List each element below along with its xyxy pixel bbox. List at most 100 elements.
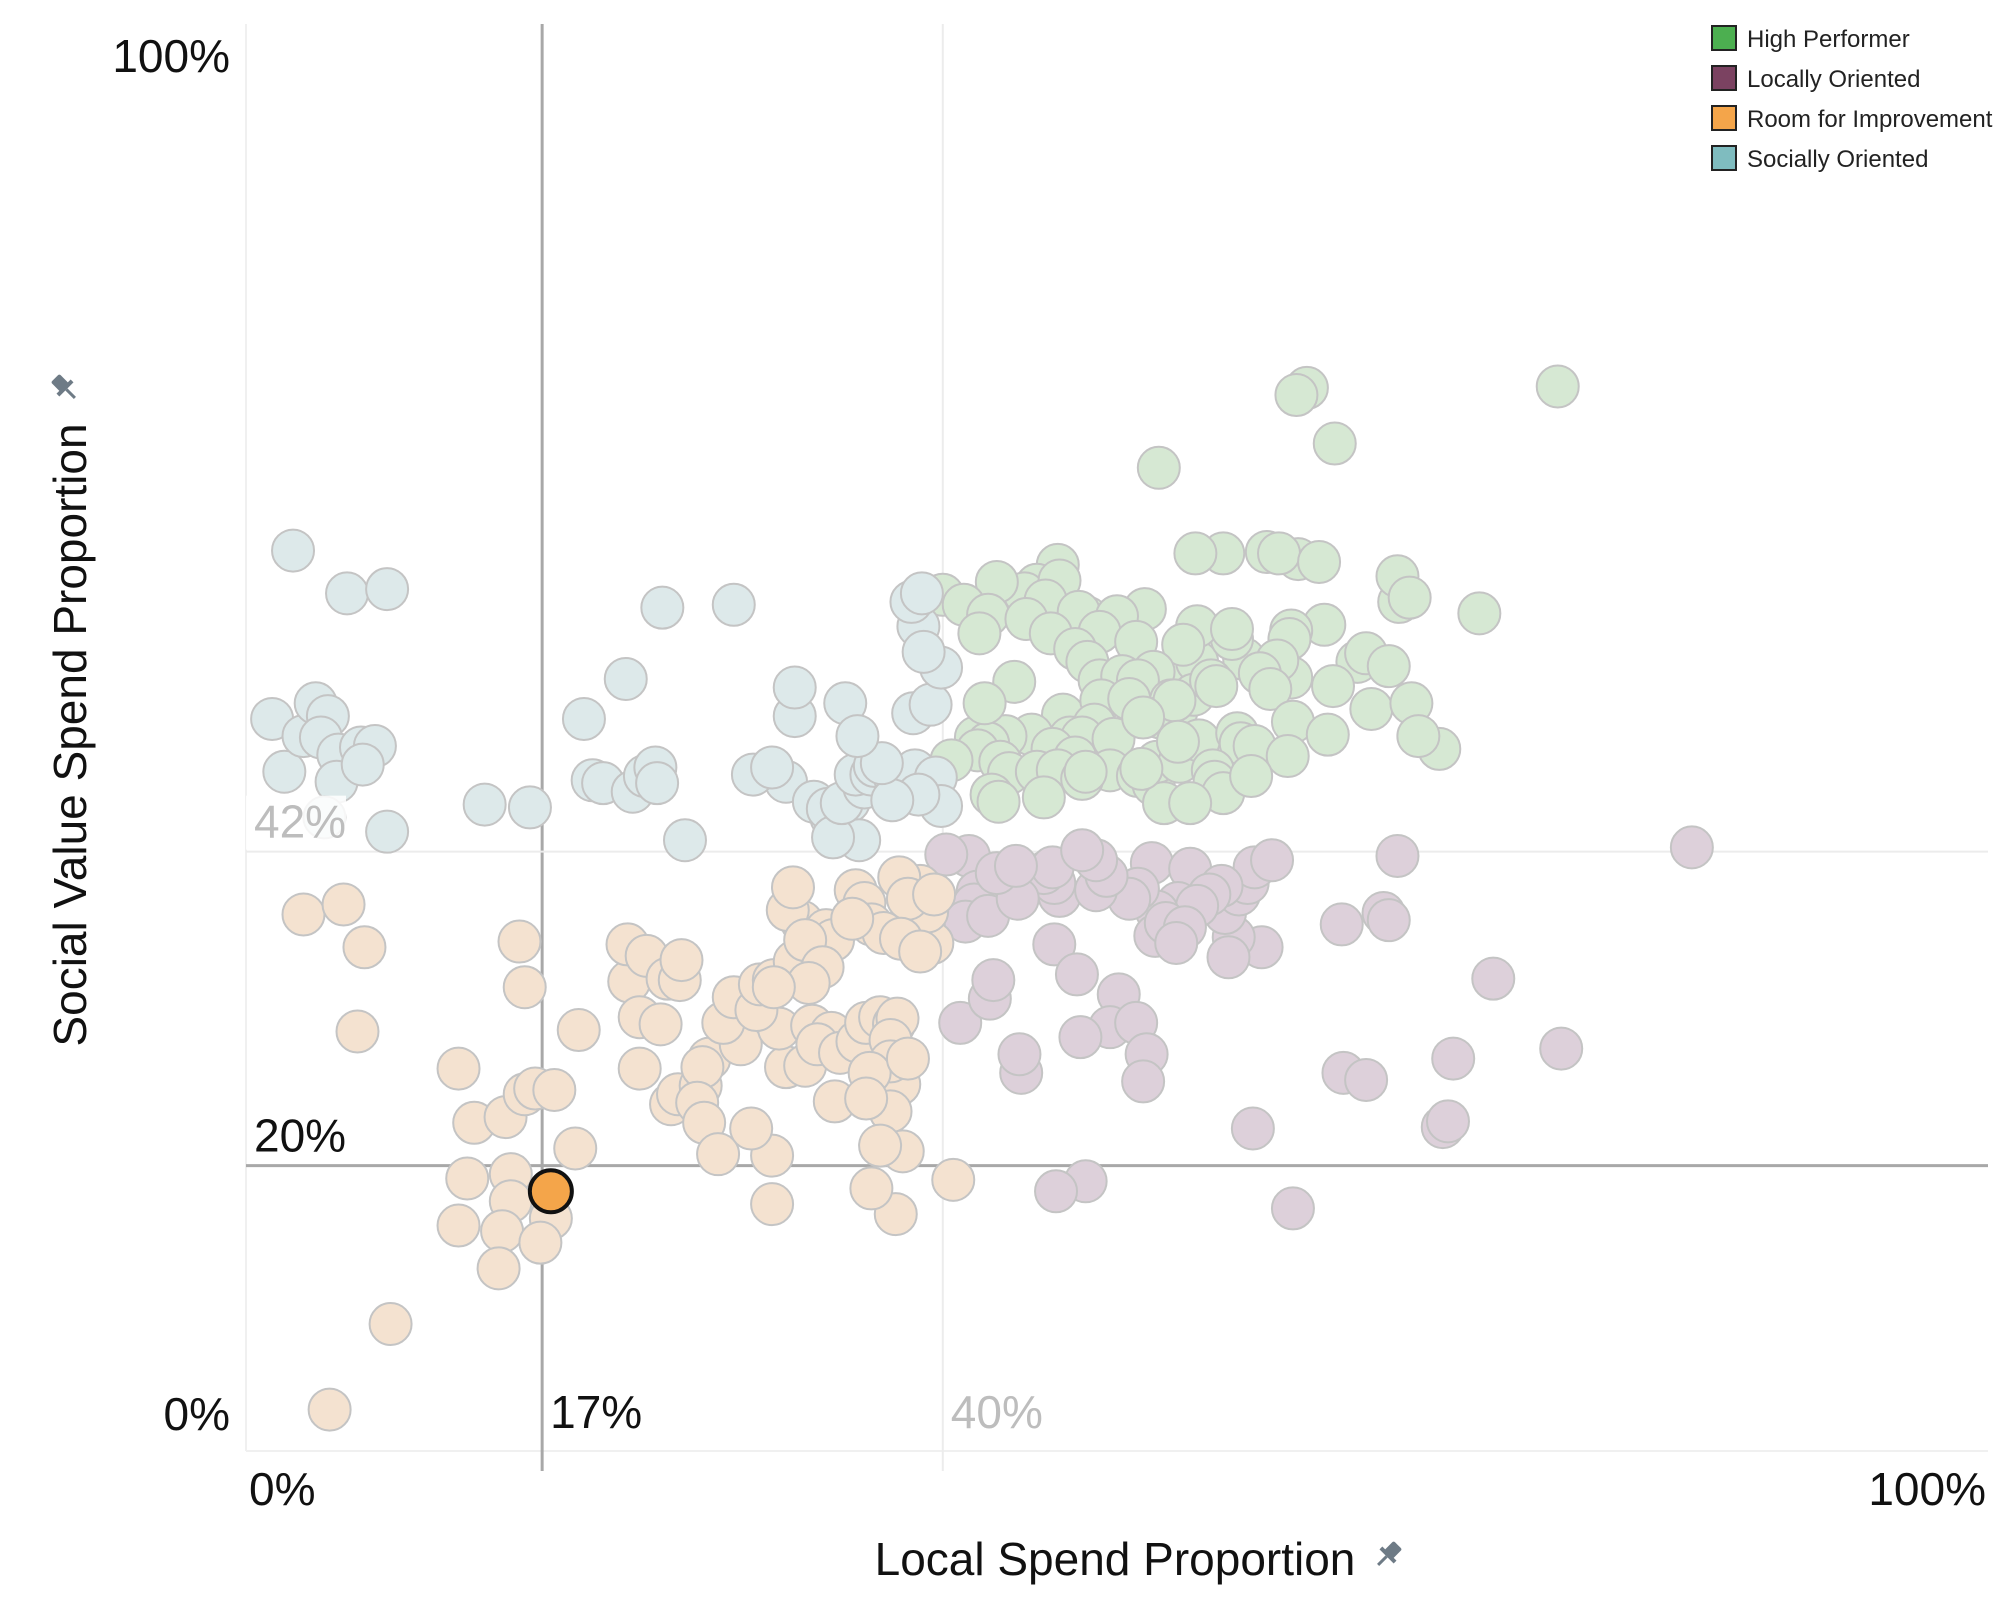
point-locally-oriented[interactable]: [1121, 1059, 1166, 1104]
point-room-for-improvement[interactable]: [476, 1246, 521, 1291]
point-high-performer[interactable]: [992, 659, 1037, 704]
point-room-for-improvement[interactable]: [518, 1220, 563, 1265]
point-room-for-improvement[interactable]: [931, 1157, 976, 1202]
point-high-performer[interactable]: [1229, 754, 1274, 799]
point-room-for-improvement[interactable]: [659, 938, 704, 983]
point-room-for-improvement[interactable]: [281, 892, 326, 937]
point-room-for-improvement[interactable]: [480, 1209, 525, 1254]
point-locally-oriented[interactable]: [1154, 920, 1199, 965]
point-room-for-improvement[interactable]: [858, 1123, 903, 1168]
point-locally-oriented[interactable]: [1344, 1057, 1389, 1102]
point-room-for-improvement[interactable]: [770, 865, 815, 910]
point-locally-oriented[interactable]: [1366, 898, 1411, 943]
point-locally-oriented[interactable]: [1032, 922, 1077, 967]
point-high-performer[interactable]: [1274, 373, 1319, 418]
point-locally-oriented[interactable]: [993, 843, 1038, 888]
point-room-for-improvement[interactable]: [912, 872, 957, 917]
point-room-for-improvement[interactable]: [898, 929, 943, 974]
point-room-for-improvement[interactable]: [335, 1009, 380, 1054]
point-high-performer[interactable]: [1396, 714, 1441, 759]
point-locally-oriented[interactable]: [1230, 1106, 1275, 1151]
point-socially-oriented[interactable]: [711, 582, 756, 627]
y-axis-title-group[interactable]: Social Value Spend Proportion: [44, 371, 96, 1047]
highlighted-point[interactable]: [527, 1168, 574, 1215]
point-locally-oriented[interactable]: [1058, 1015, 1103, 1060]
point-locally-oriented[interactable]: [1425, 1099, 1470, 1144]
point-room-for-improvement[interactable]: [617, 1046, 662, 1091]
point-high-performer[interactable]: [957, 611, 1002, 656]
point-high-performer[interactable]: [1194, 664, 1239, 709]
point-locally-oriented[interactable]: [938, 1000, 983, 1045]
point-high-performer[interactable]: [1063, 749, 1108, 794]
point-high-performer[interactable]: [1257, 531, 1302, 576]
point-high-performer[interactable]: [976, 779, 1021, 824]
point-locally-oriented[interactable]: [1060, 828, 1105, 873]
point-room-for-improvement[interactable]: [307, 1387, 352, 1432]
point-socially-oriented[interactable]: [908, 682, 953, 727]
point-locally-oriented[interactable]: [1034, 1169, 1079, 1214]
point-locally-oriented[interactable]: [971, 958, 1016, 1003]
point-socially-oriented[interactable]: [835, 714, 880, 759]
point-room-for-improvement[interactable]: [445, 1156, 490, 1201]
point-socially-oriented[interactable]: [271, 528, 316, 573]
point-high-performer[interactable]: [1119, 746, 1164, 791]
point-socially-oriented[interactable]: [365, 567, 410, 612]
point-high-performer[interactable]: [1168, 781, 1213, 826]
point-locally-oriented[interactable]: [1250, 838, 1295, 883]
point-high-performer[interactable]: [1305, 712, 1350, 757]
point-socially-oriented[interactable]: [507, 785, 552, 830]
point-high-performer[interactable]: [1248, 666, 1293, 711]
point-socially-oriented[interactable]: [870, 778, 915, 823]
point-room-for-improvement[interactable]: [849, 1166, 894, 1211]
point-room-for-improvement[interactable]: [532, 1067, 577, 1112]
point-high-performer[interactable]: [1297, 539, 1342, 584]
point-socially-oriented[interactable]: [340, 742, 385, 787]
point-high-performer[interactable]: [1161, 622, 1206, 667]
point-socially-oriented[interactable]: [899, 571, 944, 616]
point-room-for-improvement[interactable]: [638, 1002, 683, 1047]
point-locally-oriented[interactable]: [997, 1032, 1042, 1077]
point-locally-oriented[interactable]: [1054, 952, 1099, 997]
point-high-performer[interactable]: [1457, 591, 1502, 636]
point-high-performer[interactable]: [1311, 664, 1356, 709]
point-socially-oriented[interactable]: [365, 809, 410, 854]
point-socially-oriented[interactable]: [640, 585, 685, 630]
point-socially-oriented[interactable]: [635, 761, 680, 806]
point-locally-oriented[interactable]: [1539, 1026, 1584, 1071]
point-locally-oriented[interactable]: [1431, 1036, 1476, 1081]
point-socially-oriented[interactable]: [462, 782, 507, 827]
point-locally-oriented[interactable]: [1206, 935, 1251, 980]
point-room-for-improvement[interactable]: [729, 1106, 774, 1151]
point-high-performer[interactable]: [1121, 695, 1166, 740]
point-room-for-improvement[interactable]: [830, 896, 875, 941]
point-locally-oriented[interactable]: [1669, 825, 1714, 870]
point-high-performer[interactable]: [1209, 607, 1254, 652]
point-high-performer[interactable]: [1366, 644, 1411, 689]
point-socially-oriented[interactable]: [901, 629, 946, 674]
point-high-performer[interactable]: [1535, 364, 1580, 409]
point-locally-oriented[interactable]: [1270, 1186, 1315, 1231]
point-high-performer[interactable]: [1155, 719, 1200, 764]
point-locally-oriented[interactable]: [1471, 956, 1516, 1001]
point-room-for-improvement[interactable]: [497, 919, 542, 964]
point-room-for-improvement[interactable]: [844, 1076, 889, 1121]
point-high-performer[interactable]: [1387, 575, 1432, 620]
point-room-for-improvement[interactable]: [342, 925, 387, 970]
x-axis-title-group[interactable]: Local Spend Proportion: [875, 1533, 1405, 1585]
point-locally-oriented[interactable]: [1319, 902, 1364, 947]
point-socially-oriented[interactable]: [662, 818, 707, 863]
y-axis-pin-icon[interactable]: [48, 371, 82, 405]
point-locally-oriented[interactable]: [1375, 833, 1420, 878]
point-socially-oriented[interactable]: [561, 696, 606, 741]
point-high-performer[interactable]: [1265, 734, 1310, 779]
point-room-for-improvement[interactable]: [885, 1036, 930, 1081]
x-axis-pin-icon[interactable]: [1371, 1538, 1405, 1572]
point-socially-oriented[interactable]: [772, 665, 817, 710]
point-locally-oriented[interactable]: [924, 832, 969, 877]
point-socially-oriented[interactable]: [603, 656, 648, 701]
point-room-for-improvement[interactable]: [321, 882, 366, 927]
point-high-performer[interactable]: [1021, 775, 1066, 820]
point-socially-oriented[interactable]: [750, 745, 795, 790]
point-room-for-improvement[interactable]: [368, 1301, 413, 1346]
point-room-for-improvement[interactable]: [556, 1008, 601, 1053]
